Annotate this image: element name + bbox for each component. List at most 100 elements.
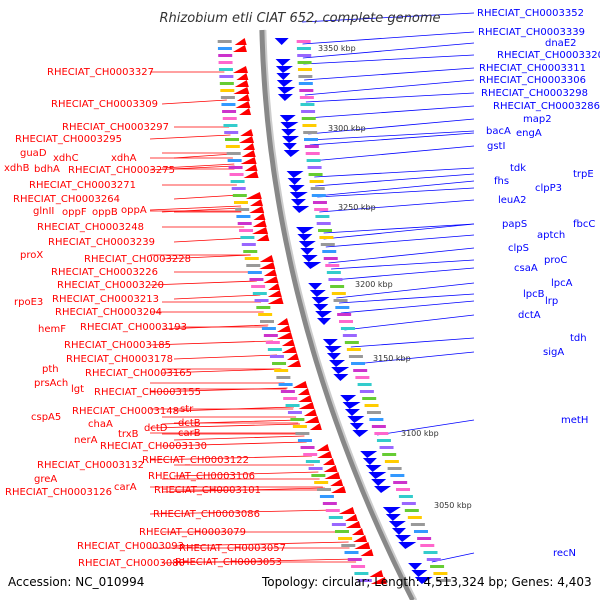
right-leader-line <box>316 180 475 197</box>
gene-label: RHECIAT_CH0003339 <box>478 27 585 38</box>
feature-bar <box>311 474 326 477</box>
feature-bar <box>303 131 318 134</box>
right-leader-line <box>314 167 475 178</box>
right-leader-line <box>302 12 475 23</box>
feature-bar <box>292 425 307 428</box>
feature-bar <box>410 523 425 526</box>
feature-bar <box>303 138 318 141</box>
gene-label: dctD <box>144 423 168 434</box>
reverse-gene-arrow <box>277 94 293 101</box>
left-leader-line <box>173 354 278 360</box>
gene-label: RHECIAT_CH0003178 <box>66 354 173 365</box>
gene-label: RHECIAT_CH0003204 <box>55 307 162 318</box>
forward-gene-arrow <box>331 486 347 493</box>
reverse-gene-arrow <box>288 185 305 192</box>
gene-label: dnaE2 <box>545 38 577 49</box>
feature-bar <box>247 271 262 274</box>
feature-bar <box>306 159 321 162</box>
gene-label: RHECIAT_CH0003101 <box>154 485 261 496</box>
feature-bar <box>302 124 317 127</box>
reverse-gene-arrow <box>298 241 316 248</box>
forward-gene-arrow <box>267 297 284 304</box>
feature-bar <box>312 201 327 204</box>
feature-bar <box>369 418 384 421</box>
reverse-gene-arrow <box>371 479 387 486</box>
feature-bar <box>296 47 311 50</box>
gene-label: xdhC <box>53 153 79 164</box>
feature-bar <box>298 75 313 78</box>
feature-bar <box>413 530 428 533</box>
feature-bar <box>396 488 411 491</box>
feature-bar <box>220 89 235 92</box>
left-leader-line <box>173 471 319 477</box>
reverse-gene-arrow <box>276 73 291 80</box>
feature-bar <box>297 54 312 57</box>
feature-bar <box>404 509 419 512</box>
backbone-arc <box>259 29 416 600</box>
feature-bar <box>364 404 379 407</box>
reverse-gene-arrow <box>347 416 365 423</box>
reverse-gene-arrow <box>385 514 401 521</box>
forward-gene-arrow <box>292 381 308 388</box>
feature-bar <box>374 432 389 435</box>
reverse-gene-arrow <box>340 395 357 402</box>
forward-gene-arrow <box>304 416 320 423</box>
reverse-gene-arrow <box>315 311 333 318</box>
feature-bar <box>225 145 240 148</box>
feature-bar <box>304 145 319 148</box>
right-leader-line <box>302 31 475 45</box>
feature-bar <box>227 159 242 162</box>
right-leader-line <box>317 187 475 198</box>
forward-gene-arrow <box>256 234 270 241</box>
gene-label: tdh <box>570 333 587 344</box>
feature-bar <box>376 439 391 442</box>
feature-bar <box>274 369 289 372</box>
reverse-gene-arrow <box>275 66 293 73</box>
feature-bar <box>398 495 413 498</box>
gene-label: carB <box>178 428 201 439</box>
forward-gene-arrow <box>344 514 358 521</box>
feature-bar <box>236 215 251 218</box>
right-leader-line <box>323 223 475 234</box>
left-leader-line <box>161 254 251 260</box>
left-leader-line <box>149 134 231 140</box>
feature-bar <box>339 320 354 323</box>
gene-label: glnII <box>33 206 54 217</box>
forward-gene-arrow <box>345 521 361 528</box>
gene-label: carA <box>114 482 137 493</box>
gene-label: RHECIAT_CH0003327 <box>47 67 154 78</box>
feature-bar <box>347 558 362 561</box>
gene-label: RHECIAT_CH0003271 <box>29 180 136 191</box>
forward-gene-arrow <box>281 339 295 346</box>
gene-label: RHECIAT_CH0003122 <box>142 455 249 466</box>
reverse-gene-arrow <box>368 472 387 479</box>
forward-gene-arrow <box>252 220 267 227</box>
gene-label: RHECIAT_CH0003248 <box>37 222 144 233</box>
forward-gene-arrow <box>233 87 250 94</box>
feature-bar <box>366 411 381 414</box>
feature-bar <box>314 208 329 211</box>
feature-bar <box>243 250 258 253</box>
reverse-gene-arrow <box>388 521 406 528</box>
forward-gene-arrow <box>316 444 330 451</box>
right-leader-line <box>304 79 475 96</box>
feature-bar <box>235 208 250 211</box>
gene-label: xdhB <box>4 163 30 174</box>
gene-label: trxB <box>118 429 139 440</box>
gene-label: RHECIAT_CH0003309 <box>51 99 158 110</box>
right-leader-line <box>323 223 475 240</box>
feature-bar <box>218 68 233 71</box>
feature-bar <box>319 236 334 239</box>
gene-label: guaD <box>20 148 47 159</box>
forward-gene-arrow <box>243 171 259 178</box>
right-leader-line <box>344 314 475 331</box>
gene-label: RHECIAT_CH0003093 <box>77 541 184 552</box>
feature-bar <box>301 117 316 120</box>
feature-bar <box>340 327 355 330</box>
reverse-gene-arrow <box>333 374 349 381</box>
forward-gene-arrow <box>330 479 344 486</box>
gene-label: str <box>180 404 194 415</box>
forward-gene-arrow <box>234 38 247 45</box>
gene-label: RHECIAT_CH0003086 <box>153 509 260 520</box>
feature-bar <box>254 299 269 302</box>
